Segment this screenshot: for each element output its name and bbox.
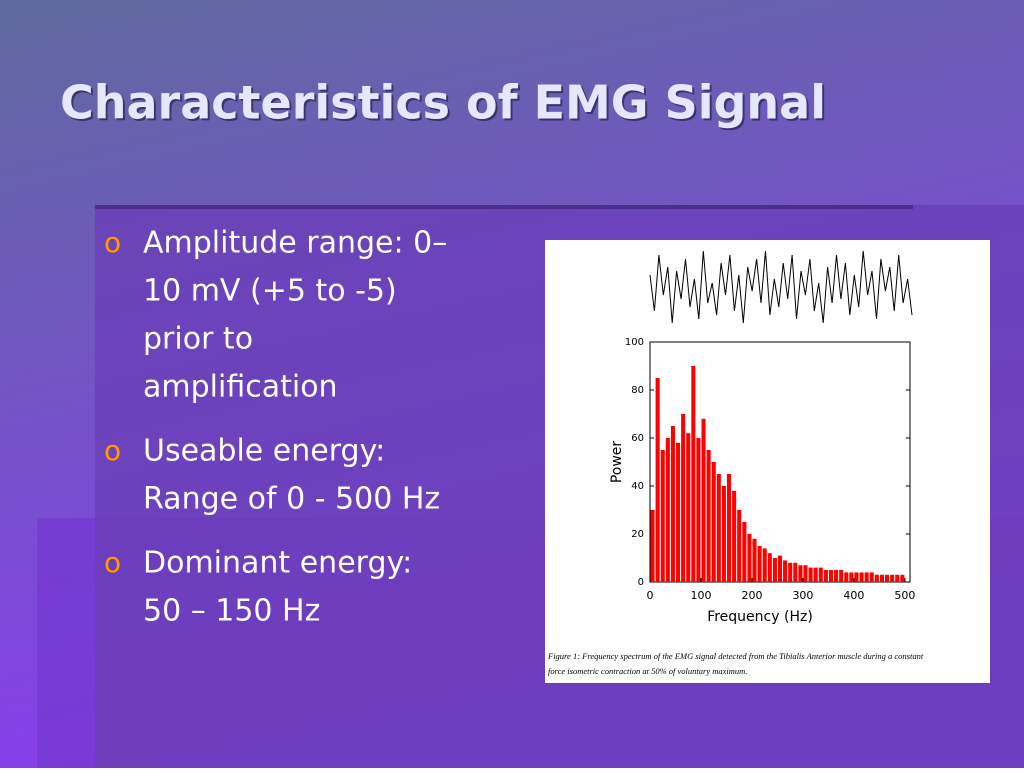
bar xyxy=(813,567,818,582)
y-tick-label: 40 xyxy=(631,481,644,492)
bar xyxy=(767,553,772,582)
bullet-marker: o xyxy=(104,546,121,579)
x-tick-label: 0 xyxy=(647,589,654,602)
bar xyxy=(711,462,716,582)
bar xyxy=(665,438,670,582)
bar xyxy=(828,570,834,582)
panel-edge xyxy=(95,205,913,209)
bar xyxy=(849,572,854,582)
y-tick-label: 80 xyxy=(631,385,644,396)
x-tick-label: 300 xyxy=(792,589,813,602)
bar xyxy=(660,450,665,582)
bar xyxy=(854,572,859,582)
x-tick-label: 400 xyxy=(843,589,864,602)
x-tick-label: 100 xyxy=(690,589,711,602)
bar xyxy=(803,565,808,582)
bar xyxy=(834,570,839,582)
bar xyxy=(706,450,711,582)
bar xyxy=(772,558,777,582)
bullet-text: Range of 0 - 500 Hz xyxy=(143,482,440,517)
bar xyxy=(869,572,874,582)
bullet-text: Amplitude range: 0– xyxy=(143,226,447,261)
bar xyxy=(737,510,742,582)
x-axis-label: Frequency (Hz) xyxy=(707,609,813,625)
bar xyxy=(890,574,895,582)
x-tick-label: 500 xyxy=(894,589,915,602)
bullet-text: 10 mV (+5 to -5) xyxy=(143,274,397,309)
bar xyxy=(798,565,803,582)
figure-caption: force isometric contraction at 50% of vo… xyxy=(548,666,747,676)
bar xyxy=(885,574,890,582)
bar xyxy=(681,414,686,582)
bullet-marker: o xyxy=(104,226,121,259)
bar xyxy=(691,366,696,582)
bar xyxy=(844,572,849,582)
y-tick-label: 60 xyxy=(631,433,644,444)
bullet-text: Useable energy: xyxy=(143,434,385,469)
bullet-marker: o xyxy=(104,434,121,467)
bullet-text: prior to xyxy=(143,322,253,357)
bar xyxy=(879,574,884,582)
bullet-text: amplification xyxy=(143,370,338,405)
bar xyxy=(895,574,900,582)
bar xyxy=(747,534,752,582)
bar xyxy=(874,574,879,582)
bar xyxy=(762,548,767,582)
bar xyxy=(864,572,869,582)
bar xyxy=(732,490,737,582)
bar xyxy=(793,562,798,582)
y-tick-label: 20 xyxy=(631,529,644,540)
figure xyxy=(545,240,990,683)
bar xyxy=(726,474,732,582)
bar xyxy=(696,438,701,582)
bar xyxy=(783,560,788,582)
bullet-text: 50 – 150 Hz xyxy=(143,594,320,629)
y-tick-label: 100 xyxy=(625,337,644,348)
slide-title: Characteristics of EMG Signal xyxy=(60,76,826,130)
bar xyxy=(757,546,762,582)
bar xyxy=(752,538,757,582)
bar xyxy=(839,570,844,582)
y-axis-label: Power xyxy=(609,441,625,484)
figure-caption: Figure 1: Frequency spectrum of the EMG … xyxy=(547,651,924,661)
bar xyxy=(742,522,747,582)
x-tick-label: 200 xyxy=(741,589,762,602)
bar xyxy=(701,418,706,582)
bullet-text: Dominant energy: xyxy=(143,546,412,581)
bar xyxy=(676,442,681,582)
bar xyxy=(716,474,721,582)
bar xyxy=(823,570,828,582)
bar xyxy=(788,562,793,582)
bar xyxy=(859,572,864,582)
bar xyxy=(777,555,783,582)
emg-signal xyxy=(649,250,913,324)
bar xyxy=(721,486,726,582)
bar xyxy=(655,378,660,582)
bar xyxy=(808,567,813,582)
bar xyxy=(650,510,655,582)
bar xyxy=(818,567,823,582)
y-tick-label: 0 xyxy=(638,577,644,588)
bar xyxy=(670,426,675,582)
title-shadow: Characteristics of EMG Signal xyxy=(62,78,828,132)
bar xyxy=(686,433,691,582)
bar xyxy=(900,574,905,582)
